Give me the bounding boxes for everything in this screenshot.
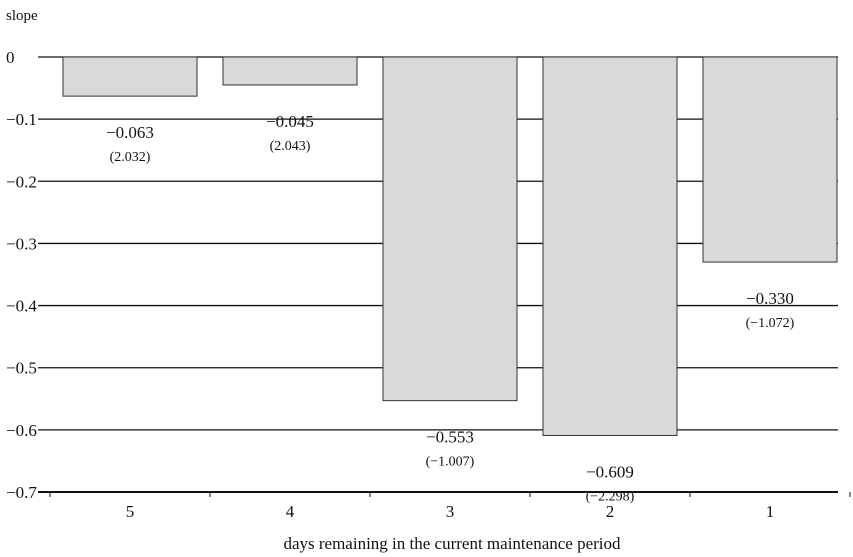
- y-tick-label: −0.6: [6, 421, 37, 440]
- t-stat-label: (−1.007): [426, 455, 475, 470]
- data-label: −0.330: [746, 289, 794, 308]
- data-label: −0.553: [426, 428, 474, 447]
- value-labels: −0.063 (2.032) −0.045 (2.043) −0.553 (−1.007)…: [106, 112, 795, 504]
- t-stat-label: (2.032): [110, 150, 151, 165]
- t-stat-label: (−1.072): [746, 316, 795, 331]
- y-tick-label: −0.4: [6, 297, 37, 316]
- x-tick-label: 5: [126, 502, 135, 521]
- bar: [62, 56, 198, 97]
- x-tick-label: 4: [286, 502, 295, 521]
- x-tick-label: 3: [446, 502, 455, 521]
- y-tick-labels: 0 −0.1 −0.2 −0.3 −0.4 −0.5 −0.6 −0.7: [6, 48, 37, 502]
- y-tick-label: −0.7: [6, 483, 37, 502]
- t-stat-label: (−2.298): [586, 489, 635, 504]
- bar: [702, 56, 838, 263]
- x-tick-label: 1: [766, 502, 775, 521]
- bars: [62, 56, 838, 436]
- y-tick-label: −0.3: [6, 234, 37, 253]
- t-stat-label: (2.043): [270, 139, 311, 154]
- data-label: −0.045: [266, 112, 314, 131]
- y-tick-label: −0.2: [6, 172, 37, 191]
- y-tick-label: −0.1: [6, 110, 37, 129]
- data-label: −0.609: [586, 462, 634, 481]
- y-tick-label: 0: [6, 48, 15, 67]
- y-tick-label: −0.5: [6, 359, 37, 378]
- x-axis-title: days remaining in the current maintenanc…: [283, 534, 621, 553]
- data-label: −0.063: [106, 123, 154, 142]
- bar: [382, 56, 518, 402]
- x-tick-label: 2: [606, 502, 615, 521]
- x-tick-labels: 5 4 3 2 1: [126, 502, 775, 521]
- y-axis-label: slope: [6, 8, 38, 24]
- bar: [542, 56, 678, 436]
- bar: [222, 56, 358, 86]
